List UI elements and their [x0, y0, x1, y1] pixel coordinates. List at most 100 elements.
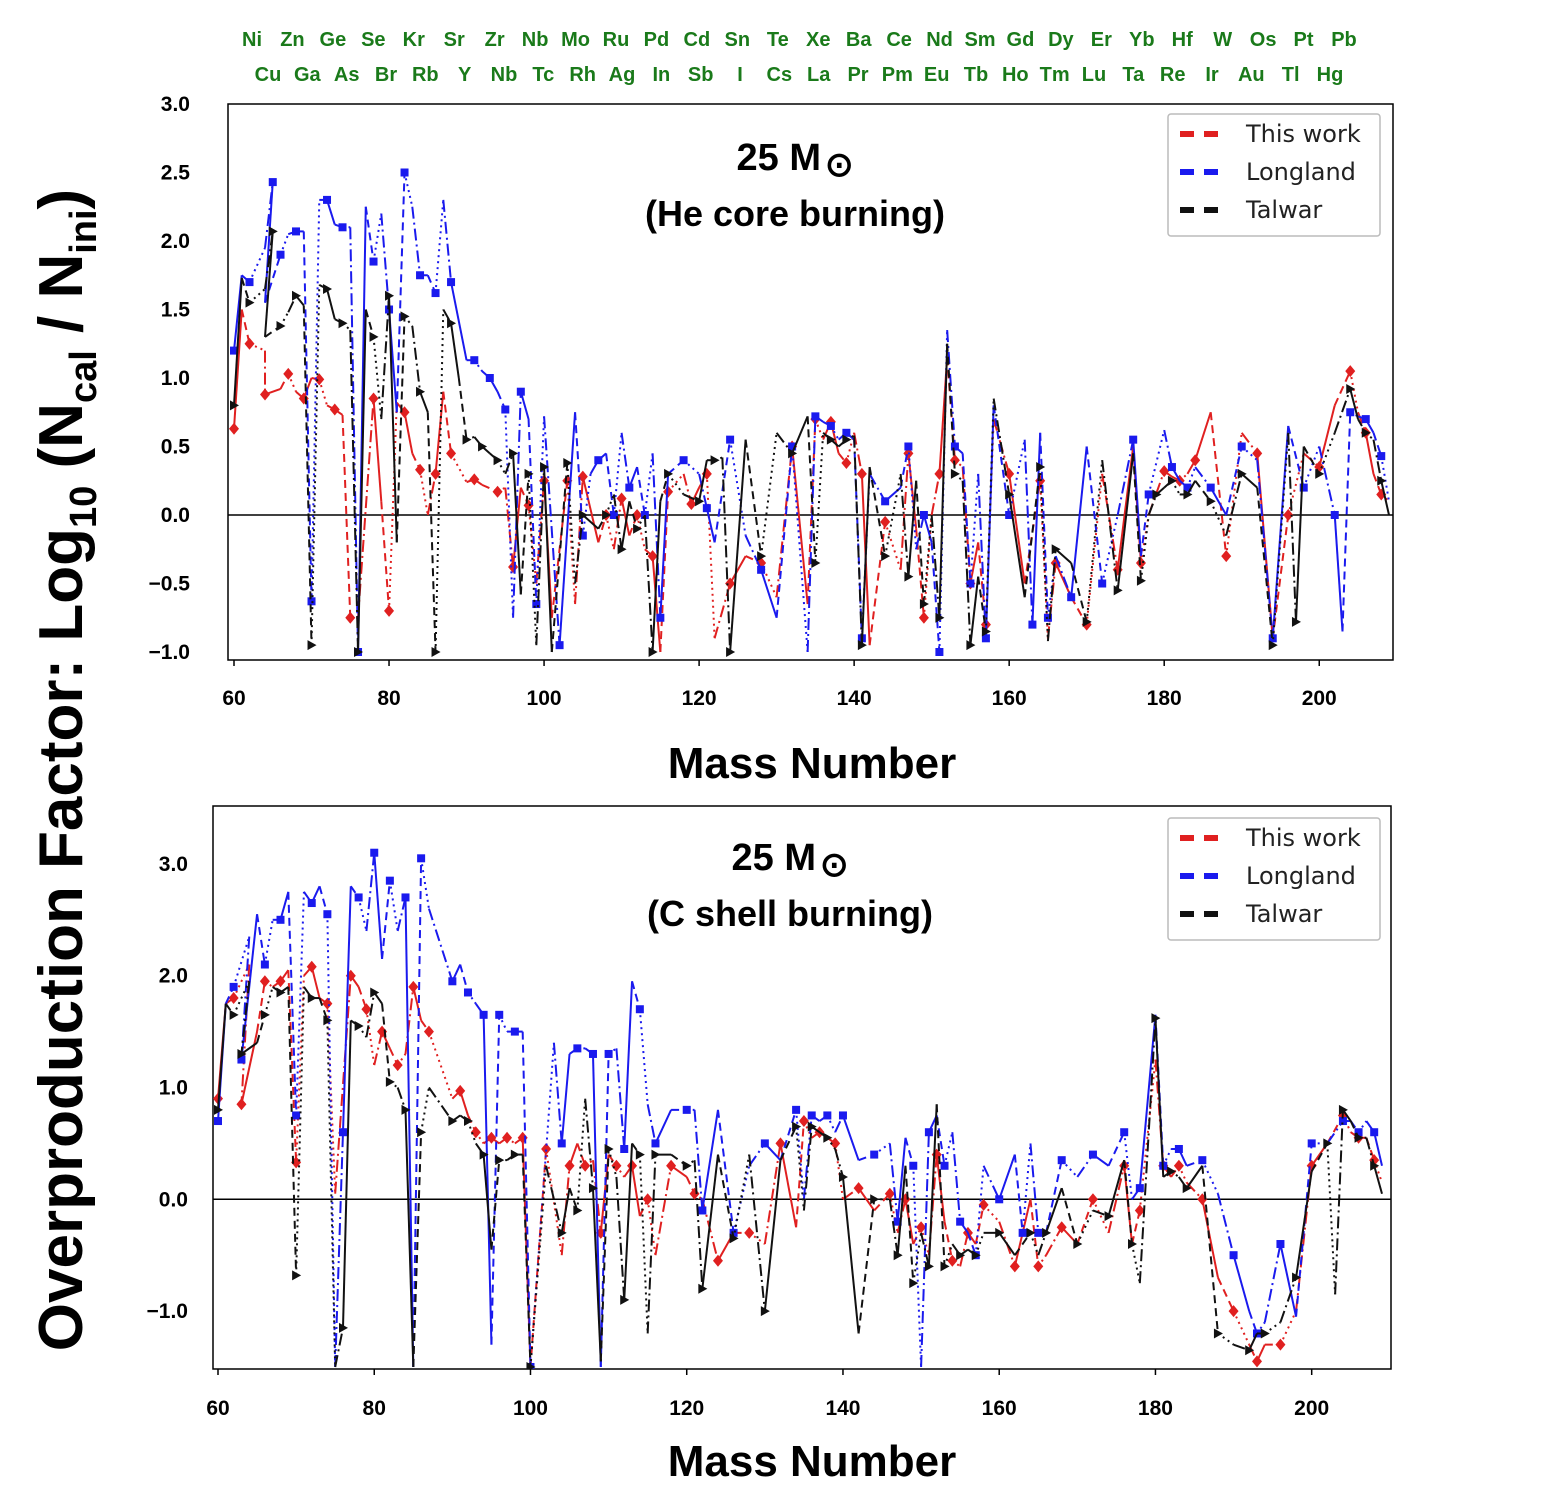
series-segment [1302, 446, 1321, 488]
data-point [229, 982, 238, 991]
data-point [609, 511, 618, 519]
data-point [893, 1217, 902, 1226]
x-tick-label: 160 [982, 1397, 1017, 1420]
data-point [627, 1159, 638, 1172]
series-segment [615, 1165, 626, 1178]
series-segment [1279, 1310, 1297, 1346]
y-tick-label: 3.0 [161, 93, 190, 116]
series-segment [904, 1165, 915, 1284]
series-segment [1039, 480, 1049, 639]
data-point [361, 1003, 372, 1016]
data-point [642, 1193, 653, 1206]
series-segment [1092, 1198, 1110, 1234]
data-point [1183, 489, 1193, 500]
element-label: Ge [320, 29, 347, 51]
series-segment [365, 992, 376, 1038]
series-segment [1225, 473, 1243, 536]
series-segment [1233, 1343, 1250, 1352]
data-point [1182, 1183, 1192, 1194]
series-segment [1039, 432, 1049, 618]
series-segment [779, 1109, 798, 1161]
data-point [792, 1121, 802, 1132]
series-segment [1287, 425, 1305, 488]
series-segment [287, 986, 298, 1276]
series-segment [302, 231, 313, 602]
series-segment [1295, 1143, 1313, 1317]
data-point [1245, 1345, 1255, 1356]
series-segment [920, 1232, 930, 1267]
data-point [956, 1250, 966, 1261]
data-point [909, 1278, 919, 1289]
series-segment [888, 1143, 899, 1222]
data-point [823, 1111, 832, 1120]
series-segment [732, 1154, 751, 1239]
series-this-work [213, 960, 1383, 1368]
series-segment [896, 1137, 907, 1222]
series-segment [574, 514, 584, 584]
element-label: Y [458, 64, 472, 86]
data-point [1330, 511, 1339, 519]
data-point [904, 442, 913, 451]
data-point [1370, 1160, 1380, 1171]
data-point [1082, 616, 1092, 627]
series-segment [620, 432, 631, 488]
series-segment [907, 446, 918, 550]
data-point [245, 278, 254, 287]
y-tick-label: −1.0 [149, 641, 190, 664]
element-label: Zn [280, 29, 304, 51]
data-point [712, 1254, 723, 1267]
series-segment [373, 1031, 384, 1066]
data-point [463, 988, 472, 997]
series-segment [1194, 480, 1212, 502]
series-segment [566, 462, 577, 584]
element-label: Yb [1129, 29, 1155, 51]
data-point [686, 498, 697, 511]
data-point [1183, 483, 1192, 492]
series-segment [1107, 1131, 1126, 1167]
data-point [555, 641, 564, 650]
data-point [1005, 489, 1015, 500]
data-point [1198, 1156, 1207, 1165]
chart-panel-c-shell: −1.0 0.0 1.0 2.0 3.0 60 80 100 120 140 160 180 200 2… [147, 805, 1392, 1486]
data-point [940, 1161, 949, 1170]
data-point [307, 899, 316, 908]
data-point [462, 434, 472, 445]
series-segment [591, 1160, 602, 1233]
data-point [1028, 620, 1037, 629]
data-point [950, 468, 960, 479]
data-point [229, 1009, 239, 1020]
data-point [307, 993, 317, 1004]
element-label: Pb [1331, 29, 1357, 51]
series-segment [1046, 549, 1057, 642]
chart-panel-he-core: −1.0 −0.5 0.0 0.5 1.0 1.5 2.0 2.5 3.0 60 80 100 120 1… [149, 93, 1394, 788]
series-segment [482, 1154, 493, 1250]
data-point [1206, 483, 1215, 492]
data-point [510, 1149, 520, 1160]
series-segment [775, 446, 794, 618]
series-segment [558, 412, 577, 646]
data-point [1283, 509, 1294, 521]
data-point [323, 283, 333, 294]
element-label: Ir [1205, 64, 1219, 86]
x-tick-label: 140 [825, 1397, 860, 1420]
data-point [604, 1143, 614, 1154]
data-point [237, 1048, 247, 1059]
series-segment [868, 473, 887, 502]
series-segment [729, 439, 747, 536]
series-segment [1186, 459, 1197, 475]
series-segment [420, 1019, 430, 1033]
data-point [698, 1206, 707, 1215]
data-point [1190, 454, 1201, 467]
data-point [385, 876, 394, 885]
data-point [540, 462, 550, 473]
data-point [656, 613, 665, 622]
y-tick-label: 1.0 [159, 1077, 188, 1100]
data-point [648, 647, 658, 657]
series-segment [256, 914, 266, 965]
data-point [369, 331, 379, 342]
series-segment [615, 1176, 626, 1300]
x-tick-label: 120 [669, 1397, 704, 1420]
series-segment [654, 1165, 673, 1256]
series-segment [1029, 1143, 1040, 1233]
series-segment [574, 412, 584, 536]
